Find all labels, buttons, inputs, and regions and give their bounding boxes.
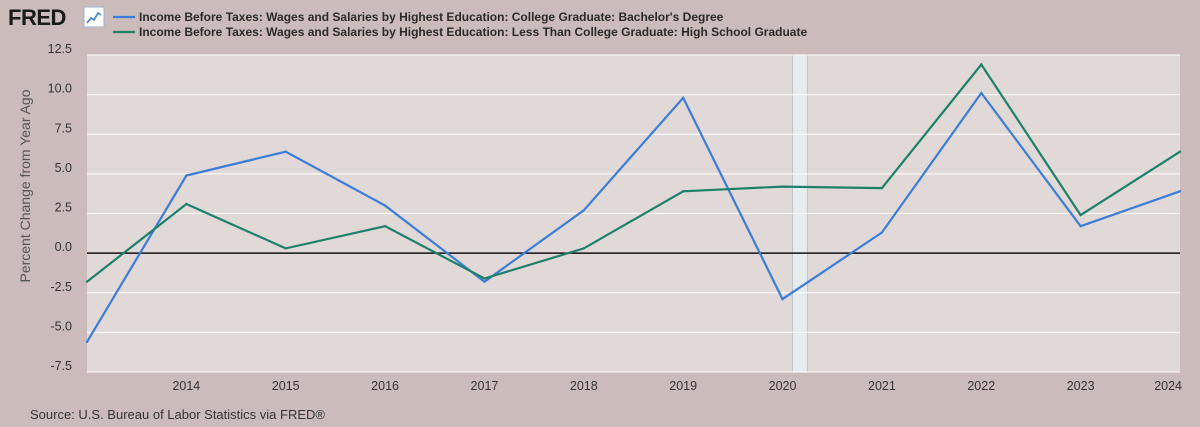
x-tick-label: 2014 [172,379,200,393]
data-point-2[interactable] [880,186,884,190]
data-point-1[interactable] [980,91,983,95]
x-tick-label: 2021 [868,379,896,393]
data-point-1[interactable] [880,231,884,234]
data-point-2[interactable] [284,247,287,250]
x-axis-ticks: 2014 2015 2016 2017 2018 2019 2020 2021 2022 2023… [172,379,1182,393]
x-tick-label: 2017 [471,379,499,393]
data-point-2[interactable] [85,280,89,283]
y-axis-label: Percent Change from Year Ago [17,89,33,282]
y-tick-label: -7.5 [50,359,72,373]
data-point-1[interactable] [284,150,287,153]
x-tick-label: 2016 [371,379,399,393]
y-tick-label: 5.0 [55,161,72,175]
data-point-1[interactable] [185,174,188,177]
y-tick-label: 10.0 [48,82,72,96]
line-chart-icon [83,6,105,28]
data-point-1[interactable] [383,204,387,207]
data-point-1[interactable] [1079,224,1082,228]
y-tick-label: -2.5 [50,280,72,294]
x-tick-label: 2015 [272,379,300,393]
source-text: Source: U.S. Bureau of Labor Statistics … [30,407,325,422]
series-lines [85,62,1182,344]
legend: Income Before Taxes: Wages and Salaries … [113,10,807,39]
data-point-1[interactable] [582,209,586,212]
legend-label-1: Income Before Taxes: Wages and Salaries … [139,10,724,24]
x-tick-label: 2018 [570,379,598,393]
data-point-2[interactable] [980,63,983,66]
y-tick-label: 2.5 [55,201,72,215]
series-line-2[interactable] [86,62,1181,283]
series-line-1[interactable] [86,91,1181,343]
data-point-2[interactable] [1178,150,1182,153]
data-point-2[interactable] [185,202,188,206]
data-point-1[interactable] [1178,190,1182,193]
data-point-2[interactable] [781,185,784,188]
data-point-1[interactable] [781,297,784,301]
y-axis-ticks: 12.5 10.0 7.5 5.0 2.5 0.0 -2.5 -5.0 -7.5 [48,42,72,373]
legend-label-2: Income Before Taxes: Wages and Salaries … [139,25,807,39]
data-point-2[interactable] [383,224,387,228]
y-tick-label: 0.0 [55,240,72,254]
x-tick-label: 2023 [1067,379,1095,393]
data-point-2[interactable] [1079,213,1082,217]
data-point-1[interactable] [681,96,685,99]
x-tick-label: 2020 [769,379,797,393]
fred-logo[interactable]: FRED [8,5,66,30]
x-tick-label: 2024 [1154,379,1182,393]
data-point-2[interactable] [483,277,486,280]
data-point-2[interactable] [582,247,586,250]
x-tick-label: 2019 [669,379,697,393]
y-tick-label: 7.5 [55,121,72,135]
data-point-2[interactable] [681,190,685,193]
y-tick-label: 12.5 [48,42,72,56]
data-point-1[interactable] [483,280,486,283]
x-tick-label: 2022 [967,379,995,393]
y-tick-label: -5.0 [50,319,72,333]
data-point-1[interactable] [85,340,89,344]
